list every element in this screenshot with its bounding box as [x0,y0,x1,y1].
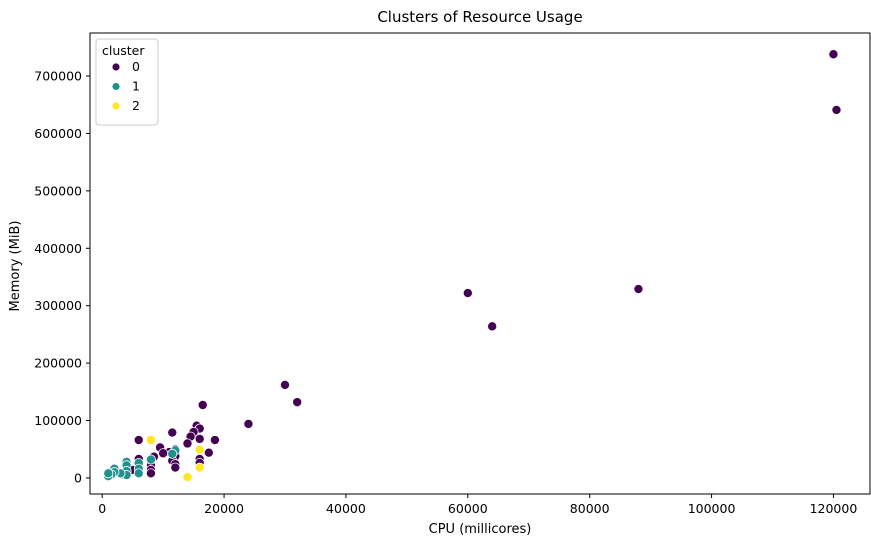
data-point [633,284,644,295]
data-point [145,435,156,446]
x-tick-label: 100000 [688,501,736,516]
x-tick-label: 0 [98,501,106,516]
y-tick-label: 600000 [34,126,82,141]
data-point [158,448,169,459]
x-tick-label: 40000 [326,501,366,516]
data-point [828,49,839,60]
legend-marker [111,62,121,72]
data-point [170,462,181,473]
x-tick-label: 120000 [810,501,858,516]
legend-label: 2 [132,98,140,113]
data-point [243,418,254,429]
data-point [133,435,144,446]
data-point [292,397,303,408]
data-point [133,468,144,479]
x-tick-label: 20000 [204,501,244,516]
legend-marker [111,101,121,111]
y-tick-label: 700000 [34,69,82,84]
legend-box [95,38,159,126]
y-axis-title: Memory (MiB) [8,221,23,312]
y-tick-label: 100000 [34,413,82,428]
data-point [182,438,193,449]
plot-area [89,32,871,495]
data-point [167,448,178,459]
data-point [194,444,205,455]
y-axis-ticks: 0 100000 200000 300000 400000 500000 600000 700… [34,69,90,485]
data-point [203,447,214,458]
data-point [194,462,205,473]
x-tick-label: 80000 [570,501,610,516]
data-point [209,435,220,446]
x-axis-ticks: 0 20000 40000 60000 80000 100000 120000 [98,494,857,516]
plot-background [90,33,870,494]
data-point [279,379,290,390]
plot-frame [89,32,871,495]
data-point [145,454,156,465]
series-cluster-2 [145,435,205,483]
y-tick-label: 400000 [34,241,82,256]
data-point [145,468,156,479]
data-point [487,321,498,332]
data-point [197,400,208,411]
chart-title: Clusters of Resource Usage [377,8,582,26]
y-tick-label: 0 [74,470,82,485]
data-point [103,468,114,479]
legend-title: cluster [102,43,145,58]
data-point [462,288,473,299]
y-tick-label: 300000 [34,298,82,313]
y-tick-label: 200000 [34,356,82,371]
series-cluster-1 [103,445,181,482]
data-point [182,472,193,483]
legend-label: 0 [132,59,140,74]
x-axis-title: CPU (millicores) [429,522,532,537]
data-point [831,104,842,115]
legend-marker [111,82,121,91]
legend-label: 1 [132,79,140,94]
x-tick-label: 60000 [448,501,488,516]
data-point [194,433,205,444]
data-point [167,427,178,438]
y-tick-label: 500000 [34,183,82,198]
